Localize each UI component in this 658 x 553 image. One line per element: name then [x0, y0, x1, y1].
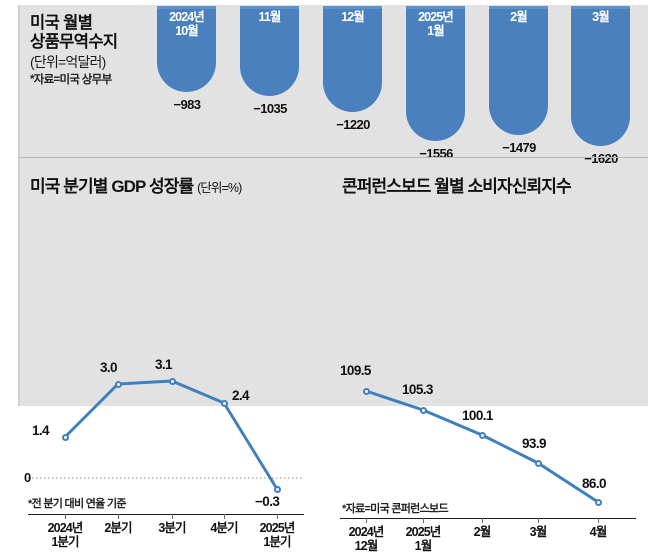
section-divider: [18, 157, 648, 158]
trade-bar-month-label: 2월: [510, 10, 528, 24]
trade-bar: 3월: [571, 6, 630, 146]
x-axis-tick: [598, 518, 599, 523]
gdp-note: *전 분기 대비 연율 기준: [28, 498, 126, 510]
trade-title-block: 미국 월별 상품무역수지 (단위=억달러) *자료=미국 상무부: [30, 14, 150, 87]
gdp-zero-label: 0: [24, 470, 32, 485]
data-point: [419, 406, 427, 414]
trade-bar-month-label: 2025년 1월: [418, 10, 454, 38]
x-axis-tick: [224, 514, 225, 519]
data-point: [61, 433, 69, 441]
trade-bar-chart: 2024년 10월 −983 11월 −1035 12월 −1220 2025년 1월 −1556…: [0, 0, 658, 166]
data-point-value: 3.1: [155, 357, 173, 372]
gdp-x-axis: [28, 514, 304, 515]
trade-bar-month-label: 12월: [341, 10, 365, 24]
trade-bar-month-label: 2024년 10월: [169, 10, 205, 38]
trade-bar-value: −1556: [419, 146, 453, 161]
data-point: [594, 498, 602, 506]
trade-bar-cap: [406, 6, 465, 9]
trade-bar: 11월: [240, 6, 299, 96]
trade-bar-cap: [489, 6, 548, 9]
trade-bar-month-label: 11월: [258, 10, 281, 24]
data-point-value: 109.5: [340, 363, 371, 378]
trade-bar-cap: [157, 6, 216, 9]
data-point: [362, 387, 370, 395]
data-point: [220, 399, 228, 407]
trade-bar: 2024년 10월: [157, 6, 216, 92]
trade-bar-value: −1220: [336, 117, 370, 132]
data-point-value: 1.4: [32, 423, 50, 438]
data-point-value: 100.1: [462, 408, 493, 423]
trade-bar-cap: [240, 6, 299, 9]
trade-title-line2: 상품무역수지: [30, 33, 118, 51]
trade-bar-value: −1479: [502, 140, 536, 155]
data-point: [478, 431, 486, 439]
data-point: [534, 459, 542, 467]
cci-line-svg: [364, 389, 600, 504]
x-axis-label: 2025년 1분기: [259, 521, 296, 549]
trade-bar-value: −983: [173, 97, 201, 112]
x-axis-label: 4월: [589, 525, 608, 539]
trade-title-line1: 미국 월별: [30, 14, 93, 32]
trade-unit: (단위=억달러): [30, 54, 106, 70]
data-point: [273, 485, 281, 493]
cci-x-axis: [340, 518, 636, 519]
cci-chart-title: 콘퍼런스보드 월별 소비자신뢰지수: [342, 177, 572, 196]
gdp-growth-chart: 미국 분기별 GDP 성장률 (단위=%) 0 *전 분기 대비 연율 기준 1…: [0, 160, 330, 549]
trade-bar-cap: [571, 6, 630, 9]
data-point-value: 86.0: [582, 476, 606, 491]
data-point: [168, 377, 176, 385]
trade-source: *자료=미국 상무부: [30, 74, 112, 86]
x-axis-tick: [118, 514, 119, 519]
trade-bar-value: −1035: [253, 101, 287, 116]
x-axis-tick: [482, 518, 483, 523]
gdp-title-unit: (단위=%): [197, 181, 242, 195]
data-point-value: −0.3: [255, 494, 280, 509]
trade-bar-value: −1620: [584, 151, 618, 166]
data-point-value: 2.4: [232, 388, 250, 403]
cci-note: *자료=미국 콘퍼런스보드: [342, 503, 449, 515]
trade-bar-month-label: 3월: [592, 10, 610, 24]
gdp-title-text: 미국 분기별 GDP 성장률: [30, 177, 194, 196]
x-axis-tick: [277, 514, 278, 519]
trade-bar: 2025년 1월: [406, 6, 465, 141]
trade-bar: 12월: [323, 6, 382, 112]
data-point-value: 93.9: [522, 436, 546, 451]
data-point-value: 3.0: [100, 360, 118, 375]
trade-bar: 2월: [489, 6, 548, 135]
x-axis-tick: [423, 518, 424, 523]
x-axis-tick: [65, 514, 66, 519]
gdp-chart-title: 미국 분기별 GDP 성장률 (단위=%): [30, 172, 242, 197]
x-axis-tick: [366, 518, 367, 523]
x-axis-tick: [172, 514, 173, 519]
data-point-value: 105.3: [402, 382, 433, 397]
consumer-confidence-chart: 콘퍼런스보드 월별 소비자신뢰지수 *자료=미국 콘퍼런스보드 109.5 105…: [330, 160, 658, 553]
x-axis-tick: [538, 518, 539, 523]
trade-bar-cap: [323, 6, 382, 9]
data-point: [114, 380, 122, 388]
